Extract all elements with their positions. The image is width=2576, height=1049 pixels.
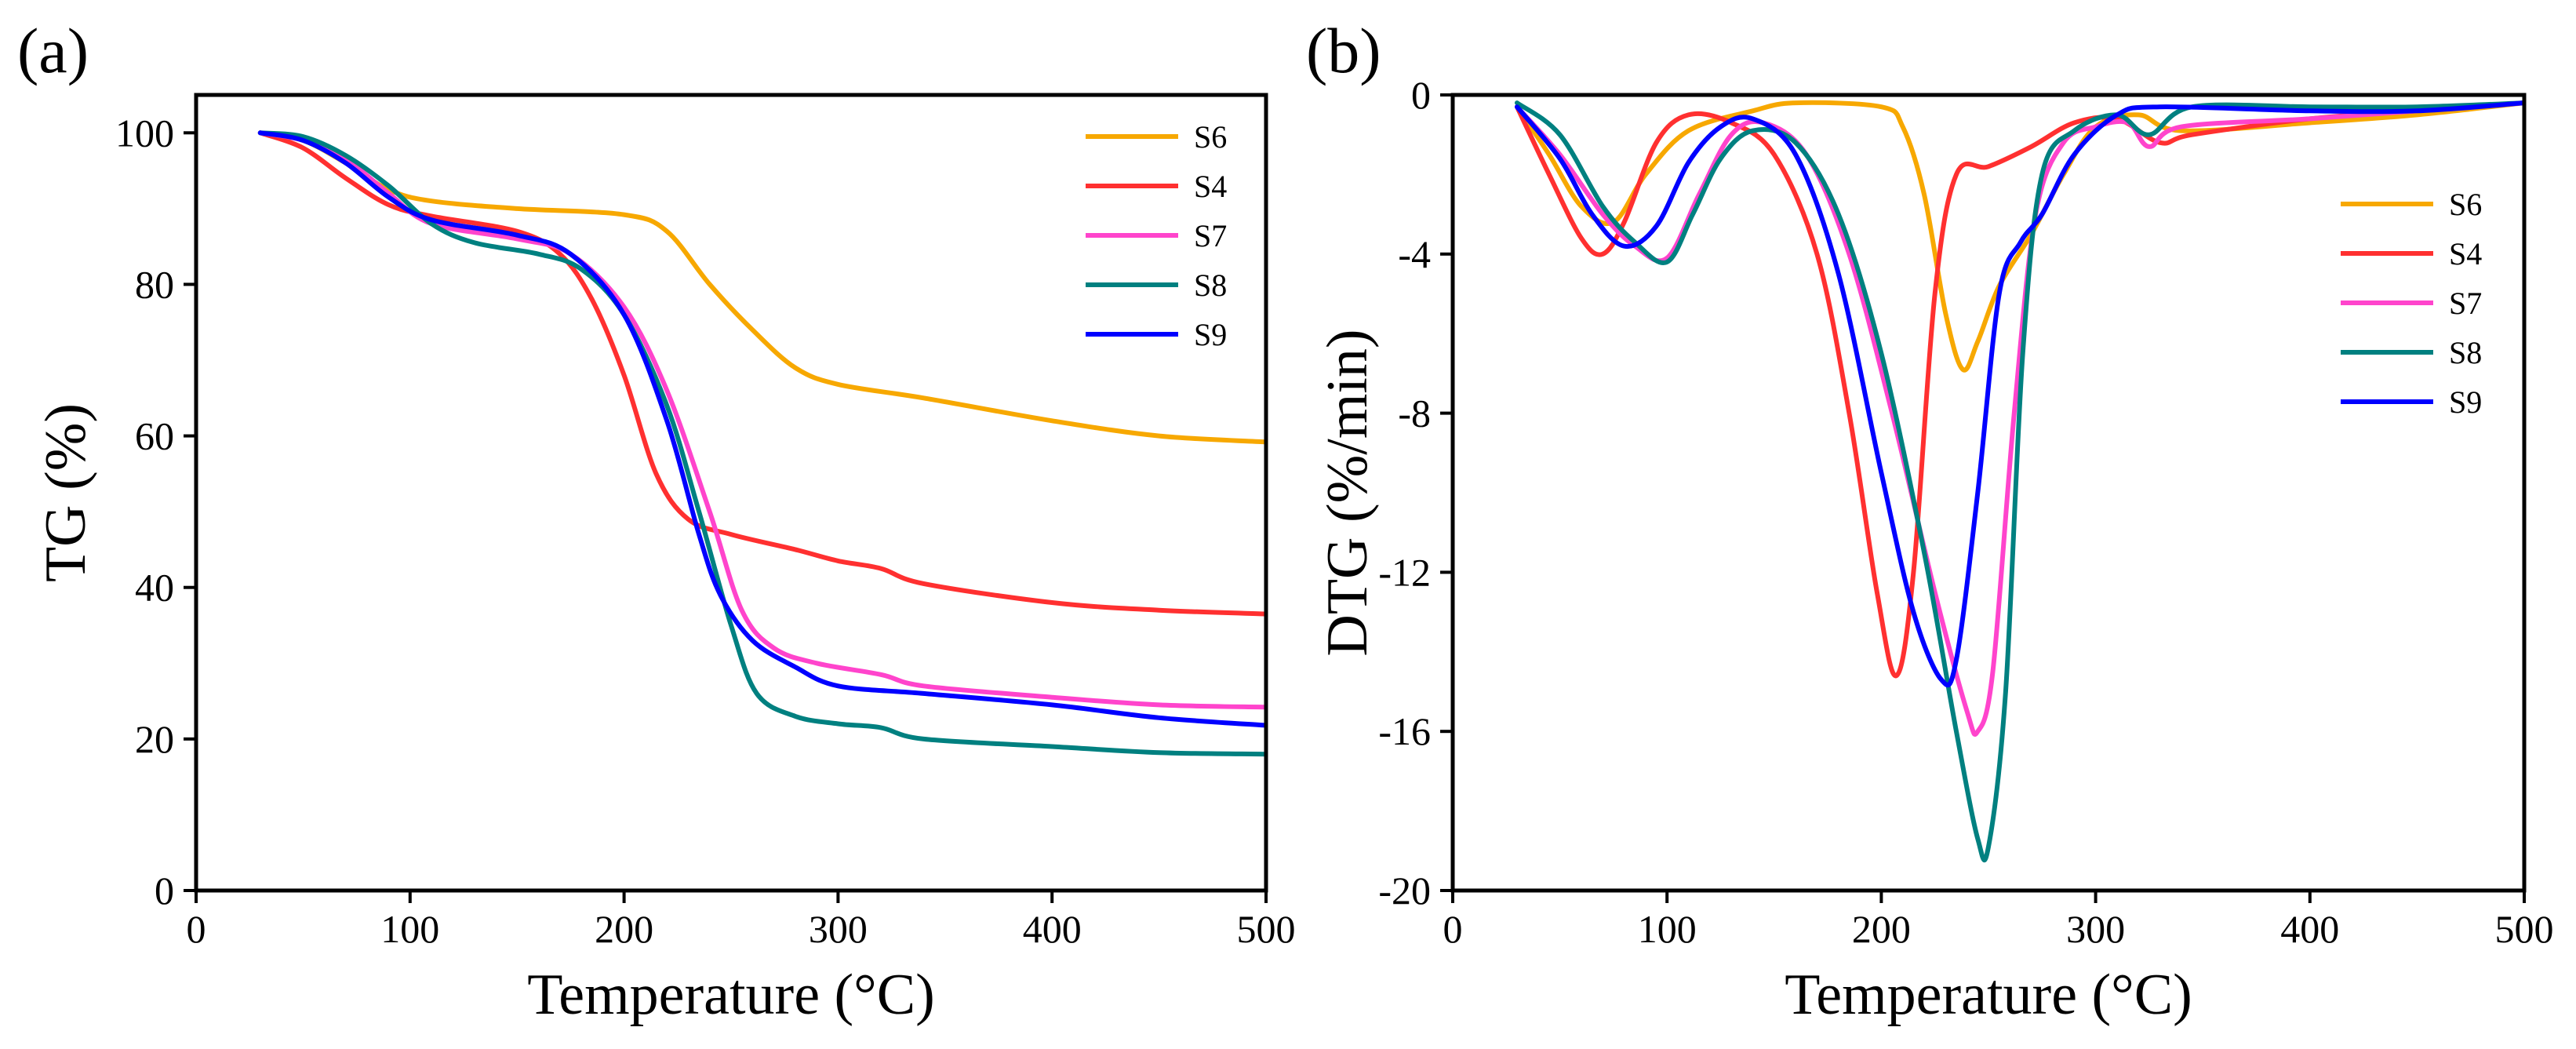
legend-label-s7: S7: [1194, 218, 1227, 253]
panel-b: 0 100 200 300 400 500 0 -4 -8 -12 -16 -20 Temperatur…: [1306, 15, 2554, 1027]
series-lines: [1515, 100, 2524, 862]
y-tick-label: 0: [155, 869, 174, 912]
panel-a: 0 100 200 300 400 500 0 20 40 60 80 100 Temperature …: [17, 15, 1296, 1027]
x-axis-title: Temperature (°C): [527, 963, 935, 1027]
series-line-s6: [257, 130, 1266, 445]
plot-frame: [194, 93, 1268, 893]
plot-frame: [1450, 93, 2527, 893]
x-tick-label: 400: [1023, 907, 1082, 951]
legend-label-s7: S7: [2449, 286, 2482, 321]
x-tick-label: 100: [380, 907, 439, 951]
legend-label-s9: S9: [2449, 384, 2482, 420]
y-tick-label: -20: [1378, 869, 1431, 912]
x-tick-label: 0: [1443, 907, 1463, 951]
y-tick-label: 40: [135, 566, 174, 610]
y-axis-title: DTG (%/min): [1315, 329, 1380, 656]
series-line-s8: [1515, 100, 2524, 862]
panel-label: (a): [17, 15, 89, 86]
y-tick-label: -12: [1378, 550, 1431, 594]
y-tick-label: 80: [135, 262, 174, 306]
series-line-s4: [1515, 100, 2524, 679]
x-tick-label: 0: [187, 907, 206, 951]
x-axis-title: Temperature (°C): [1785, 963, 2192, 1027]
series-line-s6: [1515, 100, 2524, 373]
legend-label-s8: S8: [1194, 268, 1227, 303]
x-tick-label: 200: [595, 907, 653, 951]
y-tick-label: -16: [1378, 709, 1431, 753]
x-tick-label: 500: [2495, 907, 2554, 951]
series-line-s9: [1515, 100, 2524, 688]
legend-label-s8: S8: [2449, 335, 2482, 370]
x-tick-label: 300: [809, 907, 868, 951]
x-tick-label: 300: [2066, 907, 2125, 951]
legend-label-s6: S6: [2449, 187, 2482, 222]
legend-label-s6: S6: [1194, 119, 1227, 155]
legend: S6 S4 S7 S8 S9: [1086, 119, 1227, 352]
x-tick-label: 100: [1638, 907, 1697, 951]
legend-label-s9: S9: [1194, 317, 1227, 352]
series-line-s7: [257, 130, 1266, 710]
y-axis-title: TG (%): [34, 403, 98, 582]
series-line-s4: [257, 130, 1266, 617]
legend-label-s4: S4: [2449, 236, 2482, 271]
legend: S6 S4 S7 S8 S9: [2341, 187, 2482, 420]
y-tick-label: -4: [1398, 232, 1431, 276]
legend-label-s4: S4: [1194, 169, 1227, 204]
y-tick-label: 0: [1411, 73, 1431, 117]
y-tick-label: 100: [115, 111, 174, 155]
x-tick-label: 500: [1237, 907, 1296, 951]
panel-label: (b): [1306, 15, 1381, 86]
y-tick-label: 20: [135, 717, 174, 761]
y-tick-label: 60: [135, 414, 174, 458]
x-tick-label: 400: [2280, 907, 2339, 951]
series-line-s9: [257, 130, 1266, 728]
x-tick-label: 200: [1852, 907, 1911, 951]
series-lines: [257, 130, 1266, 757]
y-tick-label: -8: [1398, 392, 1431, 435]
series-line-s8: [257, 130, 1266, 757]
